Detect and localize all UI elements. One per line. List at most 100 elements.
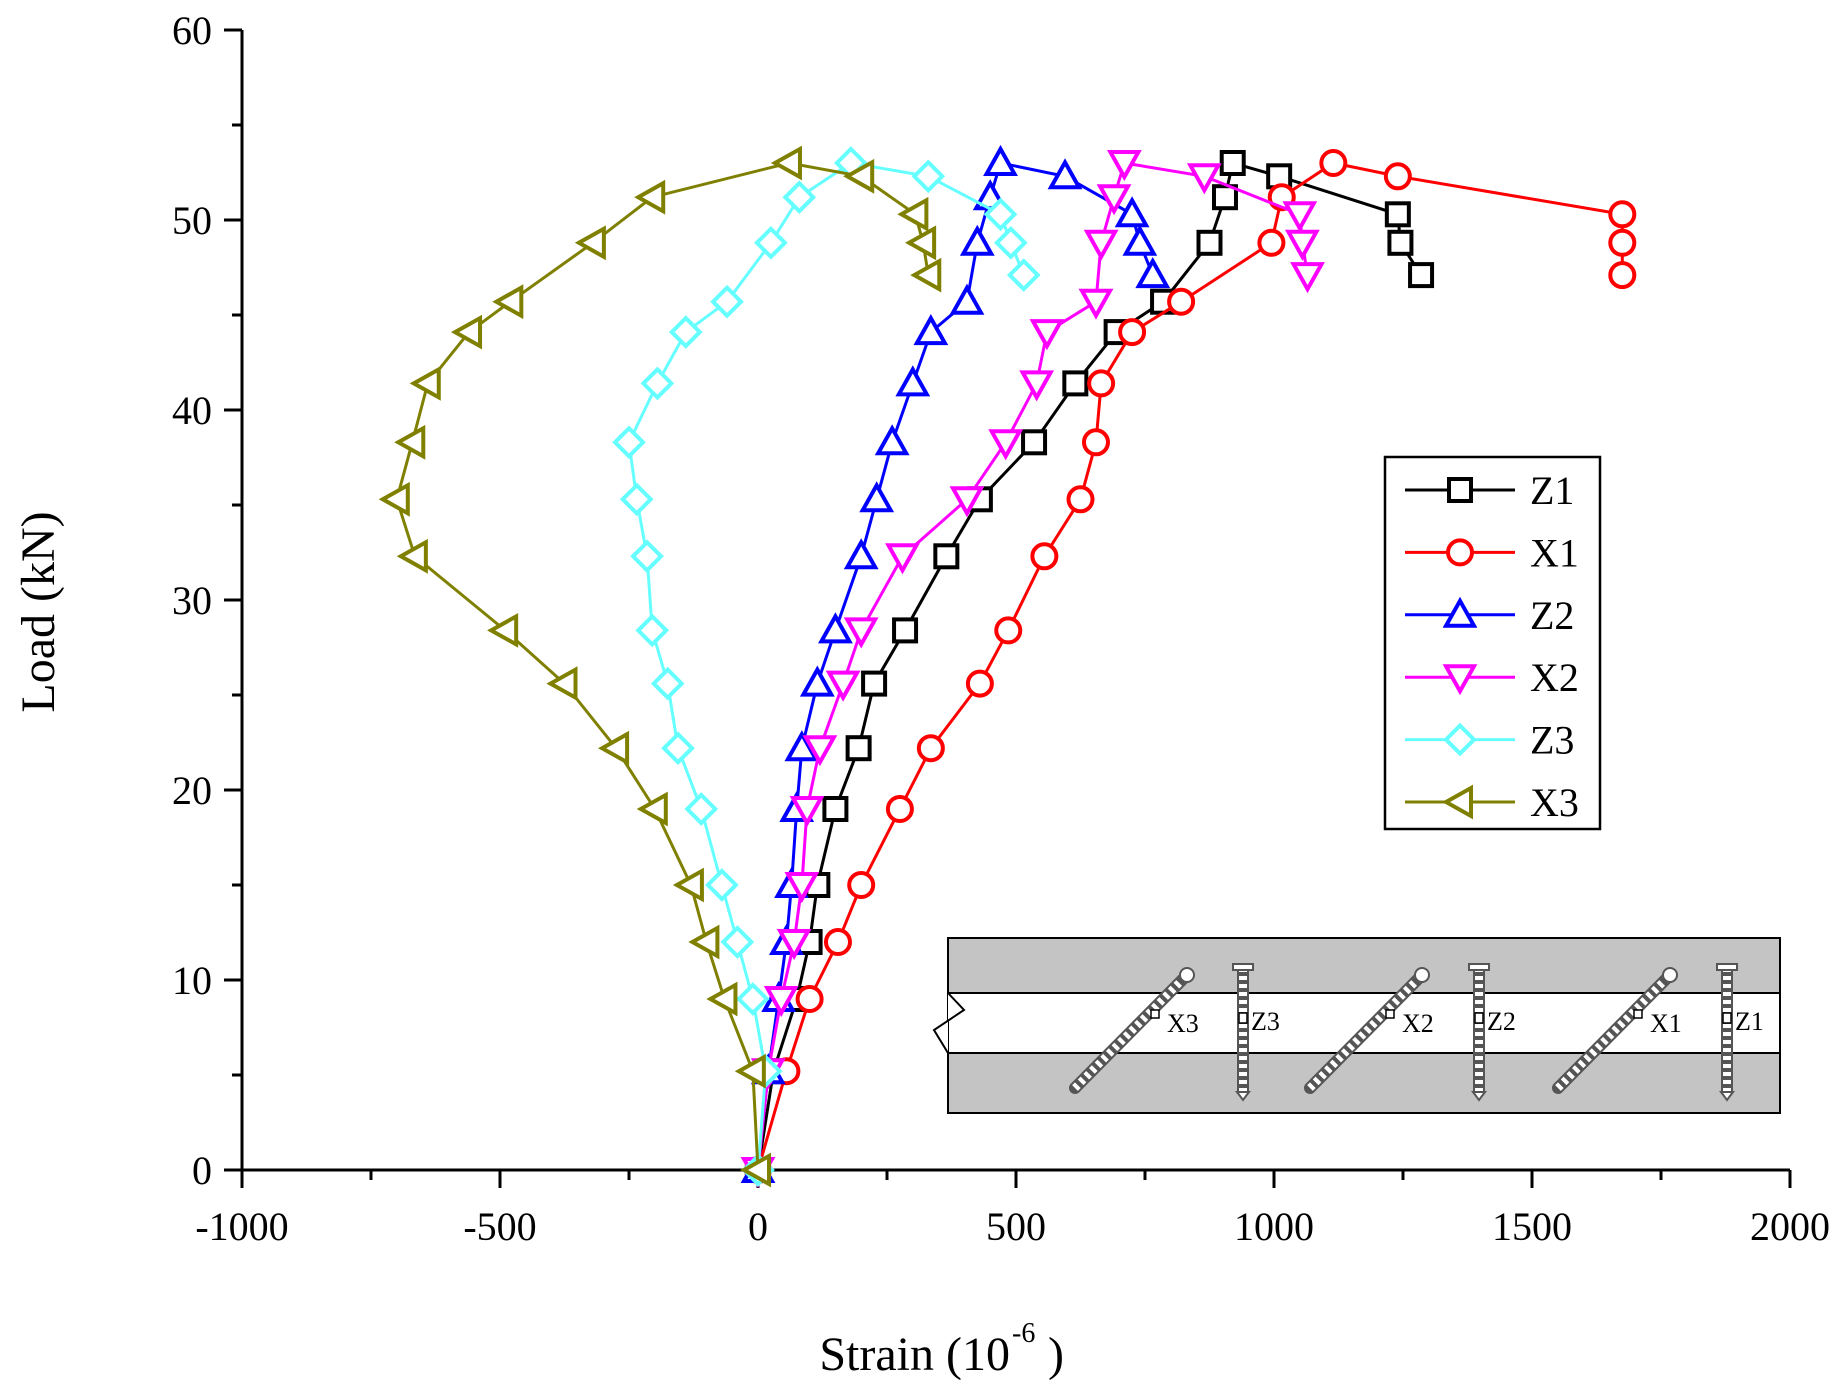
data-point <box>1383 162 1412 191</box>
legend-box <box>1383 455 1602 831</box>
data-point <box>1078 288 1114 320</box>
data-point <box>736 982 770 1016</box>
legend-label: X1 <box>1530 530 1579 575</box>
x-axis-title: Strain (10 <box>819 1328 1010 1381</box>
data-point <box>450 314 483 350</box>
vertical-screw-tip <box>1719 1091 1735 1102</box>
data-point <box>784 730 820 762</box>
data-point <box>546 666 578 702</box>
data-point <box>1118 318 1147 347</box>
data-point <box>1066 485 1095 514</box>
data-point <box>1608 200 1637 229</box>
data-point <box>1087 369 1116 398</box>
data-point <box>1122 224 1158 256</box>
x-tick-label: 0 <box>748 1204 768 1249</box>
data-point <box>1083 229 1119 261</box>
legend-entry-z3: Z3 <box>1405 718 1574 763</box>
data-point <box>1030 542 1059 571</box>
legend-label: X2 <box>1530 655 1579 700</box>
data-point <box>994 225 1028 260</box>
legend-marker <box>1441 784 1473 820</box>
data-point <box>994 616 1023 645</box>
data-point <box>706 981 738 1017</box>
legend-entry-x3: X3 <box>1405 780 1579 825</box>
data-point <box>650 666 685 701</box>
inset-label-x: X1 <box>1650 1009 1682 1038</box>
data-point <box>684 792 719 826</box>
data-point <box>734 1053 766 1089</box>
legend-label: Z3 <box>1530 718 1574 763</box>
inset-label-z: Z1 <box>1735 1007 1764 1036</box>
data-point <box>1186 163 1222 195</box>
data-point <box>905 225 937 261</box>
vertical-screw-tip <box>1471 1091 1487 1102</box>
series-line-x2 <box>756 161 1310 1171</box>
x-axis-title-suffix: ) <box>1048 1328 1064 1381</box>
data-point <box>845 735 872 762</box>
data-point <box>619 482 654 517</box>
data-point <box>634 179 666 215</box>
y-axis-title: Load (kN) <box>12 511 65 712</box>
strain-gauge <box>1633 1009 1643 1019</box>
data-point <box>874 424 910 456</box>
data-point <box>635 613 670 648</box>
strain-gauge <box>1238 1012 1248 1024</box>
legend-entry-x2: X2 <box>1405 655 1579 700</box>
data-point <box>1219 150 1246 176</box>
data-point <box>847 871 876 899</box>
data-point <box>823 928 852 956</box>
strain-gauge <box>1474 1012 1484 1024</box>
data-point <box>949 486 985 518</box>
data-point <box>1006 258 1041 292</box>
inset-screw-group: X2 Z2 <box>1304 963 1516 1102</box>
inset-screw-group: X3 Z3 <box>1069 963 1280 1102</box>
data-point <box>949 283 985 315</box>
data-point <box>630 539 664 574</box>
data-point <box>688 924 720 960</box>
inset-break-mark <box>932 992 966 1054</box>
x-tick-label: -500 <box>463 1204 536 1249</box>
data-point <box>1387 229 1414 256</box>
series-line-x1 <box>756 161 1624 1171</box>
data-point <box>636 791 668 827</box>
legend-entry-z2: Z2 <box>1405 593 1574 638</box>
inclined-screw-thread <box>1555 972 1673 1091</box>
x-tick-label: 2000 <box>1750 1204 1830 1249</box>
data-point <box>784 872 820 904</box>
data-point <box>1081 428 1110 457</box>
data-point <box>1021 429 1048 456</box>
inclined-screw-head <box>1662 967 1678 983</box>
legend-marker <box>1443 722 1477 757</box>
vertical-screw-head <box>1716 963 1738 971</box>
x-tick-label: 1500 <box>1492 1204 1572 1249</box>
data-point <box>885 543 920 575</box>
data-point <box>776 929 812 961</box>
data-point <box>1290 262 1325 294</box>
data-point <box>1106 150 1142 182</box>
legend-label: Z2 <box>1530 593 1574 638</box>
data-point <box>892 617 919 644</box>
data-point <box>825 670 861 702</box>
data-point <box>983 144 1018 176</box>
y-tick-label: 30 <box>172 578 212 623</box>
inset-label-z: Z2 <box>1487 1007 1516 1036</box>
x-tick-label: -1000 <box>195 1204 288 1249</box>
data-point <box>612 425 646 460</box>
data-point <box>933 543 960 570</box>
data-point <box>1029 319 1065 351</box>
data-point <box>394 424 426 460</box>
data-point <box>1114 196 1150 228</box>
axes: -1000 -500 0 500 1000 1500 2000 0 10 20 30 40 50 60 <box>172 8 1830 1249</box>
data-point <box>1282 201 1318 233</box>
data-point <box>396 538 428 574</box>
data-point <box>817 612 853 644</box>
strain-gauge <box>1150 1009 1160 1019</box>
legend-entry-x1: X1 <box>1405 530 1579 575</box>
x-axis-title-main: Strain (10 <box>819 1328 1010 1381</box>
x-tick-label: 500 <box>986 1204 1046 1249</box>
data-point <box>487 612 519 648</box>
y-tick-label: 60 <box>172 8 212 53</box>
legend-entry-z1: Z1 <box>1405 468 1574 513</box>
data-point <box>409 365 441 401</box>
data-point <box>1019 370 1055 402</box>
